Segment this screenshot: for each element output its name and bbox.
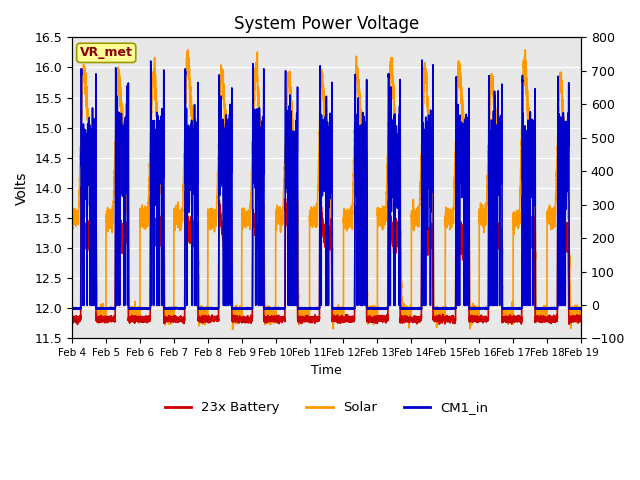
Legend: 23x Battery, Solar, CM1_in: 23x Battery, Solar, CM1_in [159, 396, 494, 420]
Title: System Power Voltage: System Power Voltage [234, 15, 419, 33]
X-axis label: Time: Time [311, 364, 342, 377]
Y-axis label: Volts: Volts [15, 171, 29, 204]
Text: VR_met: VR_met [80, 47, 132, 60]
